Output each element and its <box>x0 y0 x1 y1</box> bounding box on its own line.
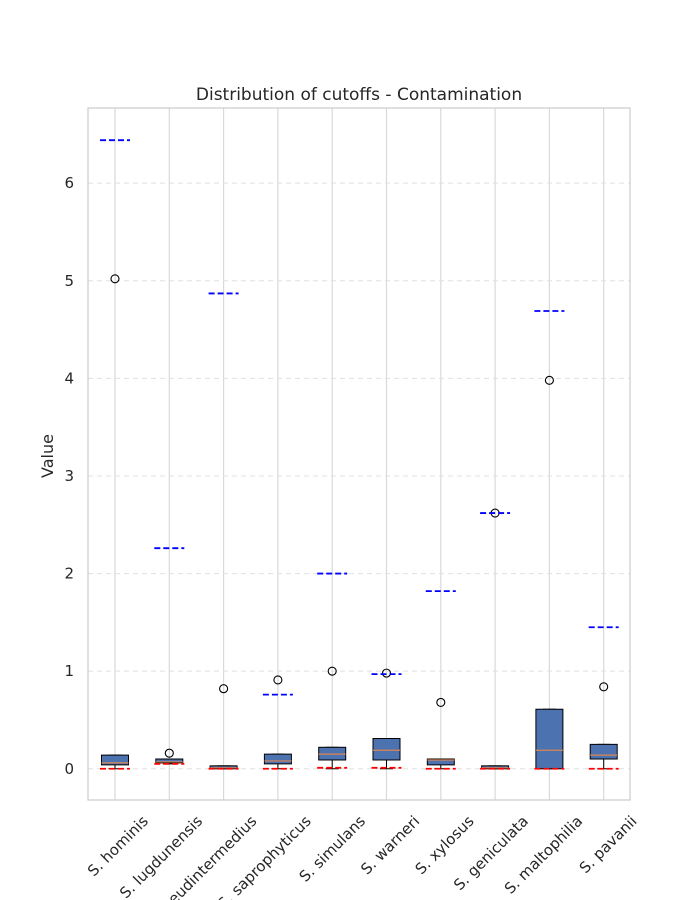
box-group <box>535 375 564 770</box>
plot-area <box>88 108 630 800</box>
y-axis-label: Value <box>38 434 57 478</box>
box <box>263 753 292 765</box>
outlier-point <box>164 748 174 758</box>
box <box>589 743 618 760</box>
outlier-point <box>219 684 229 694</box>
box <box>155 758 184 764</box>
plot-frame <box>87 107 631 801</box>
chart-title: Distribution of cutoffs - Contamination <box>196 85 522 105</box>
grid-layer <box>88 108 630 800</box>
outlier-point <box>436 697 446 707</box>
y-tick-label: 2 <box>64 565 74 583</box>
y-axis: 0 1 2 3 4 5 6 <box>64 174 74 778</box>
box-group <box>318 666 347 770</box>
box <box>101 754 129 766</box>
box <box>535 708 564 770</box>
y-tick-label: 0 <box>64 760 74 778</box>
outlier-point <box>327 666 337 676</box>
box <box>372 738 401 761</box>
y-tick-label: 3 <box>64 467 74 485</box>
outlier-point <box>273 675 283 685</box>
y-tick-label: 4 <box>64 369 74 387</box>
cutoff-layer <box>100 139 619 770</box>
box-group <box>589 682 618 770</box>
outlier-point <box>381 668 392 678</box>
outlier-point <box>544 375 554 385</box>
box <box>426 758 455 766</box>
y-tick-label: 1 <box>64 662 74 680</box>
box-group <box>372 668 401 770</box>
outlier-point <box>599 682 609 692</box>
outlier-point <box>110 274 120 284</box>
y-tick-label: 6 <box>64 174 74 192</box>
y-tick-label: 5 <box>64 272 74 290</box>
